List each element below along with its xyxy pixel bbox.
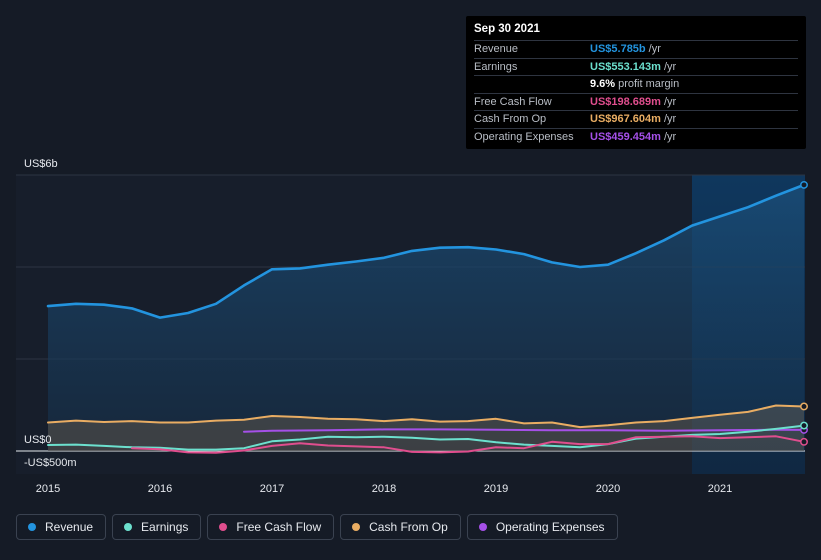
tooltip-row-value: US$198.689m bbox=[590, 95, 661, 108]
y-tick-label: US$0 bbox=[24, 434, 52, 446]
cash-from-op-end-point bbox=[800, 402, 808, 411]
earnings-end-point bbox=[800, 421, 808, 430]
tooltip-row-label: Free Cash Flow bbox=[474, 95, 552, 108]
cash-from-op-line bbox=[47, 404, 805, 429]
x-tick-label: 2019 bbox=[484, 483, 508, 495]
legend-label: Free Cash Flow bbox=[236, 520, 322, 534]
x-tick-label: 2021 bbox=[708, 483, 732, 495]
tooltip-row-unit: /yr bbox=[663, 130, 677, 143]
tooltip-row: Cash From Op US$967.604m/yr bbox=[474, 111, 798, 129]
operating-expenses-line bbox=[243, 428, 805, 433]
legend-dot-icon bbox=[28, 523, 36, 531]
legend-item-cash-from-op[interactable]: Cash From Op bbox=[340, 514, 461, 540]
x-tick-label: 2015 bbox=[36, 483, 60, 495]
legend-label: Operating Expenses bbox=[495, 520, 605, 534]
tooltip-row: Revenue US$5.785b/yr bbox=[474, 41, 798, 59]
tooltip-row-label: Operating Expenses bbox=[474, 130, 574, 143]
legend-item-revenue[interactable]: Revenue bbox=[16, 514, 107, 540]
tooltip-row-value: US$553.143m bbox=[590, 60, 661, 73]
tooltip-row: Earnings US$553.143m/yr bbox=[474, 59, 798, 76]
tooltip-row-label: Cash From Op bbox=[474, 113, 547, 126]
cash-from-op-area bbox=[48, 405, 804, 451]
tooltip-row: Free Cash Flow US$198.689m/yr bbox=[474, 94, 798, 111]
tooltip-row-label: Earnings bbox=[474, 60, 518, 73]
chart-legend: Revenue Earnings Free Cash Flow Cash From O… bbox=[16, 514, 618, 540]
legend-dot-icon bbox=[124, 523, 133, 531]
x-tick-label: 2017 bbox=[260, 483, 284, 495]
legend-label: Earnings bbox=[141, 520, 189, 534]
tooltip-panel: Sep 30 2021 Revenue US$5.785b/yr Earnings U… bbox=[466, 16, 806, 149]
tooltip-date: Sep 30 2021 bbox=[474, 23, 798, 41]
free-cash-flow-end-point bbox=[800, 437, 808, 446]
revenue-area bbox=[48, 184, 804, 451]
revenue-end-point bbox=[800, 180, 808, 189]
tooltip-row-unit: /yr bbox=[663, 113, 677, 126]
tooltip-row-unit: /yr bbox=[663, 95, 677, 108]
tooltip-row: 9.6% profit margin bbox=[474, 76, 798, 94]
tooltip-row-value: US$5.785b bbox=[590, 43, 646, 56]
legend-item-operating-expenses[interactable]: Operating Expenses bbox=[466, 514, 618, 540]
tooltip-row-unit: profit margin bbox=[618, 78, 680, 91]
tooltip-row-unit: /yr bbox=[663, 60, 677, 73]
revenue-line bbox=[46, 183, 806, 319]
legend-dot-icon bbox=[219, 523, 228, 531]
tooltip-row-value: 9.6% bbox=[590, 78, 616, 91]
tooltip-row-value: US$459.454m bbox=[590, 130, 661, 143]
tooltip-row-unit: /yr bbox=[648, 43, 661, 56]
tooltip-row: Operating Expenses US$459.454m/yr bbox=[474, 129, 798, 146]
legend-dot-icon bbox=[352, 523, 361, 531]
legend-label: Revenue bbox=[45, 520, 94, 534]
x-tick-label: 2016 bbox=[148, 483, 172, 495]
legend-item-free-cash-flow[interactable]: Free Cash Flow bbox=[207, 514, 335, 540]
legend-dot-icon bbox=[478, 523, 487, 531]
x-tick-label: 2020 bbox=[596, 483, 620, 495]
legend-item-earnings[interactable]: Earnings bbox=[112, 514, 202, 540]
y-tick-label: US$6b bbox=[24, 158, 58, 170]
y-tick-label: -US$500m bbox=[24, 457, 77, 469]
legend-label: Cash From Op bbox=[369, 520, 448, 534]
tooltip-row-label: Revenue bbox=[474, 43, 519, 56]
tooltip-row-value: US$967.604m bbox=[590, 113, 661, 126]
free-cash-flow-line bbox=[131, 435, 805, 454]
x-tick-label: 2018 bbox=[372, 483, 396, 495]
